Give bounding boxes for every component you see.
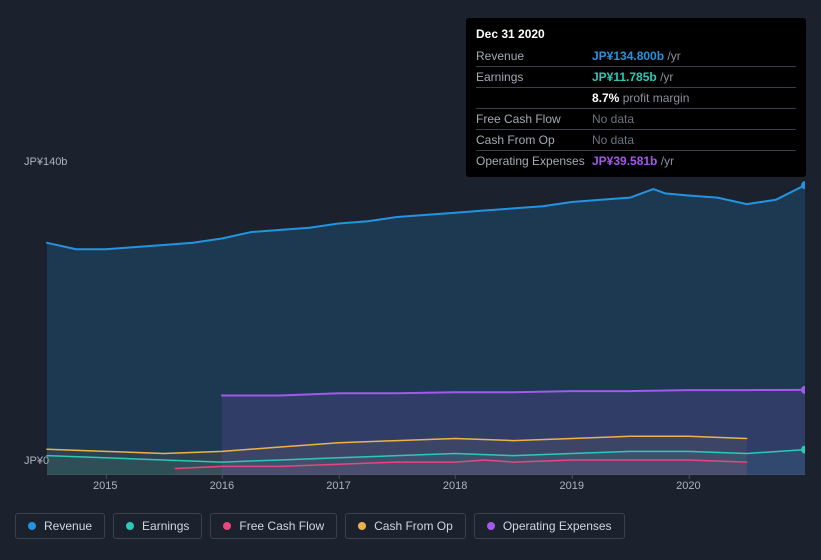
chart-legend: Revenue Earnings Free Cash Flow Cash From O… (15, 513, 625, 539)
tooltip-row-label: Operating Expenses (476, 151, 592, 172)
x-axis-tick: 2017 (326, 480, 350, 492)
tooltip-row-value: No data (592, 130, 796, 151)
chart-plot-area[interactable] (15, 174, 805, 475)
tooltip-date: Dec 31 2020 (476, 24, 796, 46)
x-axis-tick: 2016 (210, 480, 234, 492)
x-axis-tick: 2020 (676, 480, 700, 492)
tooltip-row-value: JP¥134.800b /yr (592, 46, 796, 67)
legend-item-earnings[interactable]: Earnings (113, 513, 202, 539)
tooltip-row-label: Cash From Op (476, 130, 592, 151)
legend-dot-icon (223, 522, 231, 530)
legend-item-label: Earnings (142, 519, 189, 533)
tooltip-row-value: JP¥11.785b /yr (592, 67, 796, 88)
legend-dot-icon (358, 522, 366, 530)
legend-dot-icon (28, 522, 36, 530)
tooltip-row-label (476, 88, 592, 109)
legend-item-revenue[interactable]: Revenue (15, 513, 105, 539)
x-axis-tick: 2018 (443, 480, 467, 492)
legend-item-cash-from-op[interactable]: Cash From Op (345, 513, 466, 539)
x-axis-tick: 2019 (560, 480, 584, 492)
legend-item-label: Free Cash Flow (239, 519, 324, 533)
tooltip-row-label: Free Cash Flow (476, 109, 592, 130)
x-axis-tick: 2015 (93, 480, 117, 492)
legend-item-label: Operating Expenses (503, 519, 612, 533)
tooltip-row-value: No data (592, 109, 796, 130)
legend-item-operating-expenses[interactable]: Operating Expenses (474, 513, 625, 539)
chart-svg (15, 174, 805, 475)
y-axis-max-label: JP¥140b (24, 156, 67, 168)
tooltip-row-value: JP¥39.581b /yr (592, 151, 796, 172)
tooltip-table: RevenueJP¥134.800b /yrEarningsJP¥11.785b… (476, 46, 796, 171)
tooltip-row-value: 8.7% profit margin (592, 88, 796, 109)
chart-tooltip: Dec 31 2020 RevenueJP¥134.800b /yrEarnin… (466, 18, 806, 177)
legend-dot-icon (126, 522, 134, 530)
tooltip-row-label: Revenue (476, 46, 592, 67)
legend-dot-icon (487, 522, 495, 530)
legend-item-label: Revenue (44, 519, 92, 533)
legend-item-label: Cash From Op (374, 519, 453, 533)
x-axis: 2015 2016 2017 2018 2019 2020 (15, 480, 805, 500)
legend-item-free-cash-flow[interactable]: Free Cash Flow (210, 513, 337, 539)
tooltip-row-label: Earnings (476, 67, 592, 88)
